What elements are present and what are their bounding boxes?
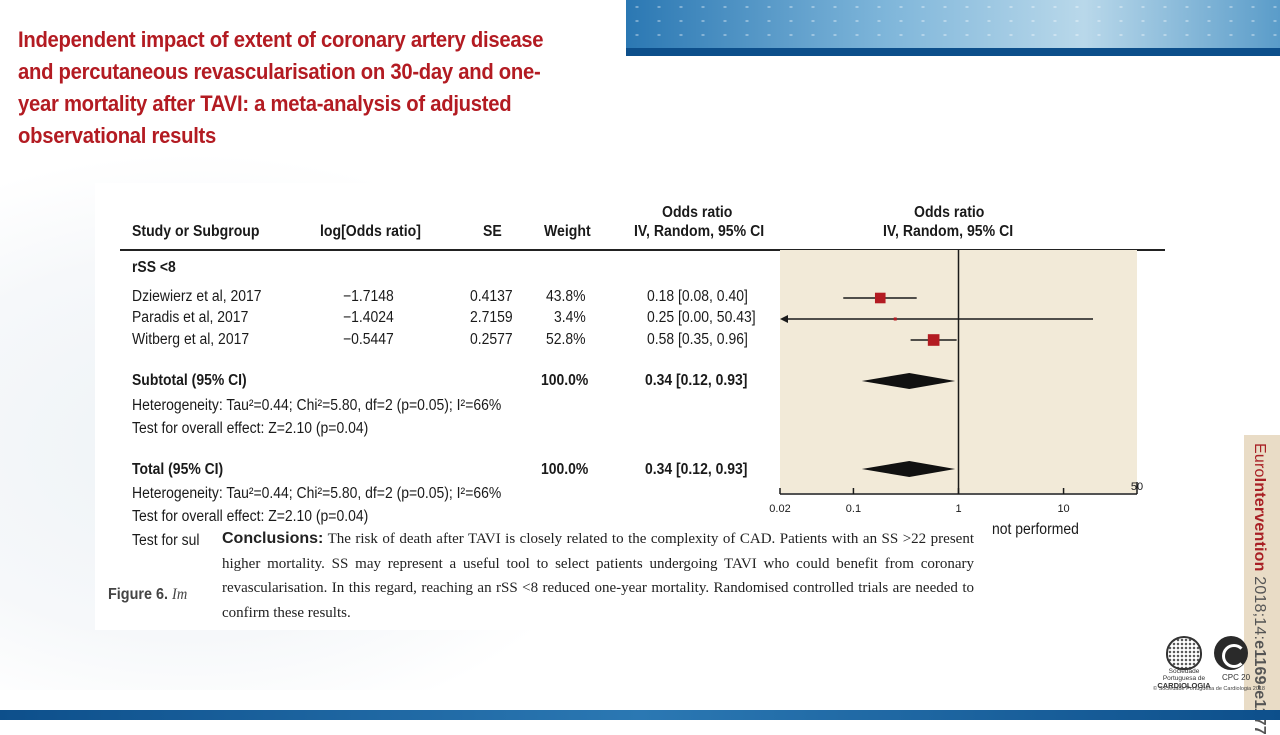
conclusion-box: Conclusions: The risk of death after TAV… xyxy=(220,527,974,625)
society-line2: CARDIOLOGIA xyxy=(1157,681,1211,690)
x-axis-tick-label: 0.1 xyxy=(846,503,861,515)
subtotal-overall-effect: Test for overall effect: Z=2.10 (p=0.04) xyxy=(132,420,369,437)
header-or-line1: Odds ratio xyxy=(662,204,733,221)
total-ci: 0.34 [0.12, 0.93] xyxy=(645,461,748,478)
study-se: 0.2577 xyxy=(470,331,513,348)
pooled-diamond xyxy=(861,461,956,477)
header-se: SE xyxy=(483,223,502,240)
slide-title: Independent impact of extent of coronary… xyxy=(18,27,544,148)
subtotal-weight: 100.0% xyxy=(541,372,589,389)
study-name: Paradis et al, 2017 xyxy=(132,309,249,326)
study-ci: 0.25 [0.00, 50.43] xyxy=(647,309,756,326)
total-weight: 100.0% xyxy=(541,461,589,478)
conclusion-label: Conclusions: xyxy=(222,530,324,547)
x-axis-tick-label: 10 xyxy=(1057,503,1069,515)
study-weight: 52.8% xyxy=(546,331,586,348)
x-axis-tick-label: 50 xyxy=(1131,481,1143,493)
total-label: Total (95% CI) xyxy=(132,461,224,478)
subtotal-ci: 0.34 [0.12, 0.93] xyxy=(645,372,748,389)
congress-logo-text: CPC 20 xyxy=(1222,673,1251,682)
axis-right-label-partial: not performed xyxy=(992,521,1079,538)
subgroup-test-partial: Test for sul xyxy=(132,532,200,549)
ci-arrow-left xyxy=(780,315,788,323)
pooled-diamond xyxy=(861,373,956,389)
header-banner xyxy=(626,0,1280,56)
society-logo-text: Sociedade Portuguesa de CARDIOLOGIA xyxy=(1152,668,1216,689)
figure-caption: Figure 6. Im xyxy=(108,586,187,604)
heart-icon xyxy=(1166,636,1202,670)
study-point-marker xyxy=(927,334,940,346)
congress-logo xyxy=(1214,636,1248,670)
header-log-or: log[Odds ratio] xyxy=(320,223,421,240)
study-ci: 0.58 [0.35, 0.96] xyxy=(647,331,748,348)
total-heterogeneity: Heterogeneity: Tau²=0.44; Chi²=5.80, df=… xyxy=(132,485,502,502)
subtotal-heterogeneity: Heterogeneity: Tau²=0.44; Chi²=5.80, df=… xyxy=(132,397,502,414)
study-point-marker xyxy=(874,292,886,304)
subgroup-label: rSS <8 xyxy=(132,259,176,276)
forest-plot-svg: 0.02 0.1 1 10 50 xyxy=(769,250,1143,515)
study-log-or: −0.5447 xyxy=(343,331,394,348)
header-plot-line2: IV, Random, 95% CI xyxy=(883,223,1014,240)
x-axis-tick-label: 0.02 xyxy=(769,503,790,515)
figure-label: Figure 6. xyxy=(108,586,169,603)
copyright-footnote: © Sociedade Portuguesa de Cardiologia 20… xyxy=(1153,686,1265,692)
study-name: Dziewierz et al, 2017 xyxy=(132,288,262,305)
journal-name-part2: Intervention xyxy=(1251,477,1268,572)
journal-year-volume: 2018;14: xyxy=(1251,576,1268,641)
header-rule xyxy=(120,249,1165,251)
study-log-or: −1.4024 xyxy=(343,309,394,326)
study-weight: 3.4% xyxy=(554,309,586,326)
study-name: Witberg et al, 2017 xyxy=(132,331,250,348)
study-se: 0.4137 xyxy=(470,288,513,305)
heart-outline-icon xyxy=(1222,644,1246,668)
study-weight: 43.8% xyxy=(546,288,586,305)
x-axis-tick-label: 1 xyxy=(955,503,961,515)
society-logo: Sociedade Portuguesa de CARDIOLOGIA xyxy=(1152,632,1216,692)
society-line1: Sociedade Portuguesa de xyxy=(1162,668,1206,682)
footer-bar xyxy=(0,710,1280,720)
journal-name-part1: Euro xyxy=(1251,443,1268,478)
study-se: 2.7159 xyxy=(470,309,513,326)
figure-caption-partial: Im xyxy=(172,586,188,603)
header-or-line2: IV, Random, 95% CI xyxy=(634,223,765,240)
header-weight: Weight xyxy=(544,223,591,240)
header-study: Study or Subgroup xyxy=(132,223,260,240)
banner-stripe xyxy=(626,48,1280,56)
study-ci: 0.18 [0.08, 0.40] xyxy=(647,288,748,305)
banner-pattern xyxy=(626,0,1280,48)
total-overall-effect: Test for overall effect: Z=2.10 (p=0.04) xyxy=(132,508,369,525)
study-log-or: −1.7148 xyxy=(343,288,394,305)
conclusion-text: The risk of death after TAVI is closely … xyxy=(222,531,974,621)
study-point-marker xyxy=(893,317,897,321)
subtotal-label: Subtotal (95% CI) xyxy=(132,372,247,389)
header-plot-line1: Odds ratio xyxy=(914,204,985,221)
journal-side-tab xyxy=(1244,435,1280,720)
